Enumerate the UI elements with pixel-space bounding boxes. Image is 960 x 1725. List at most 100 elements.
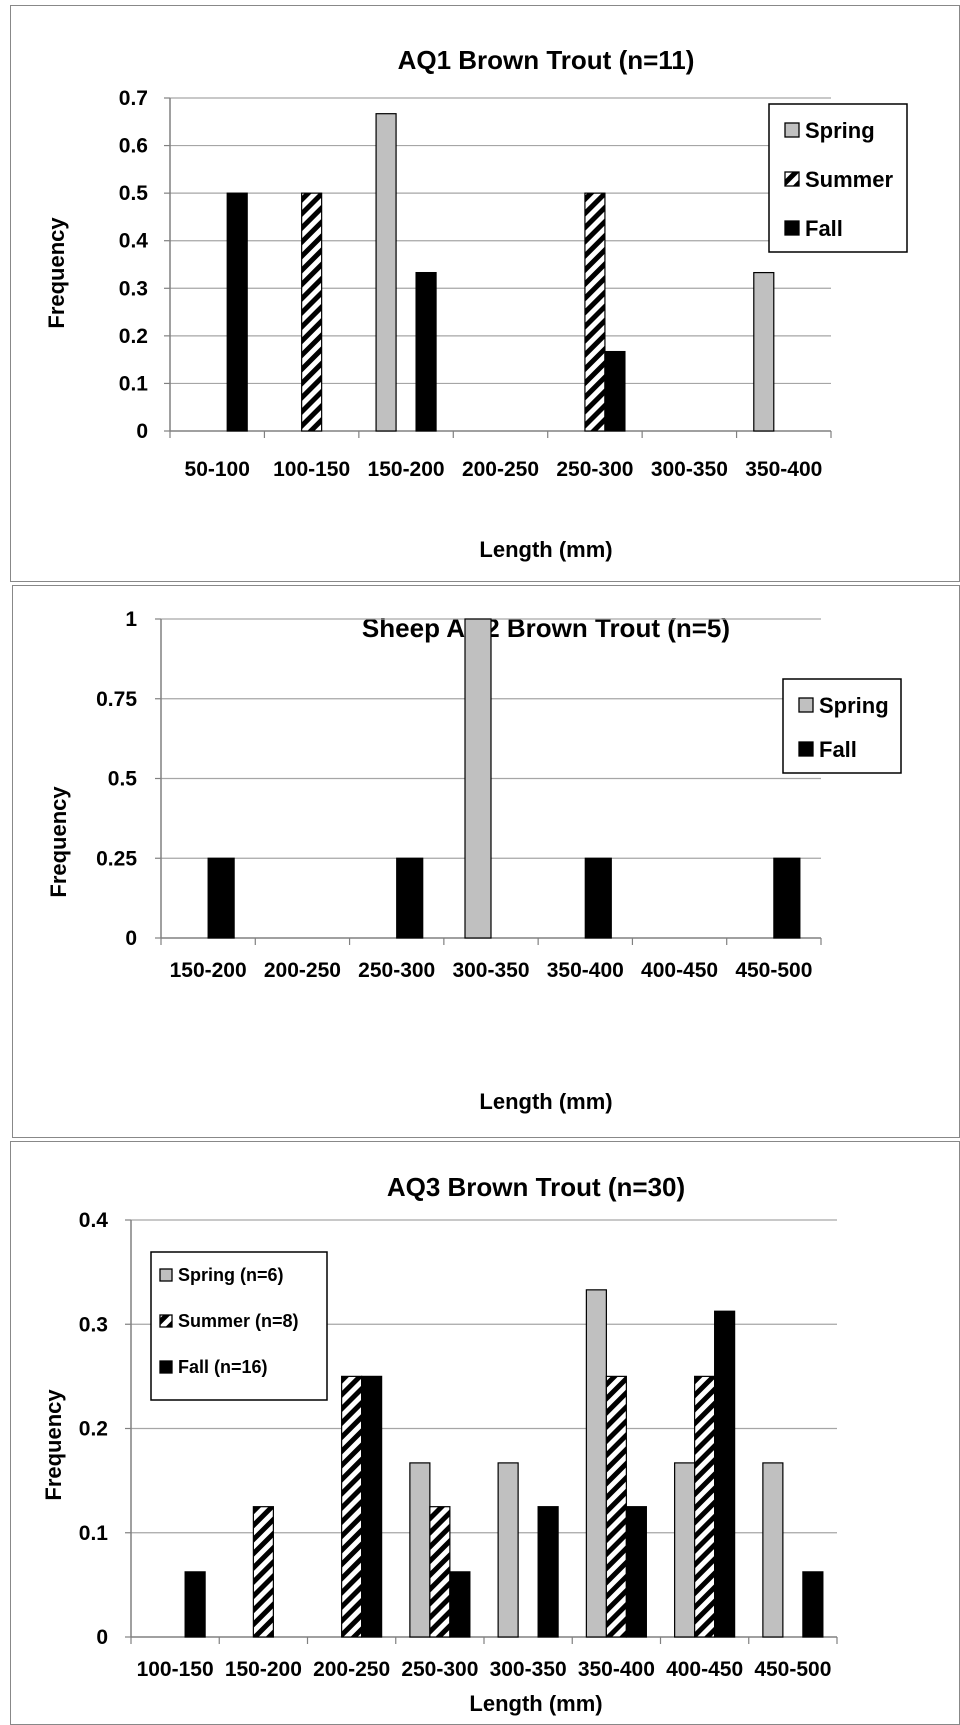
legend-label-spring: Spring xyxy=(819,693,889,718)
y-tick-label: 0.6 xyxy=(119,135,148,158)
legend-swatch-fall xyxy=(159,1360,173,1374)
x-axis-label: Length (mm) xyxy=(479,537,612,562)
x-tick-label: 300-350 xyxy=(651,458,728,481)
x-axis-label: Length (mm) xyxy=(469,1691,602,1716)
legend-label-spring: Spring xyxy=(805,118,875,143)
bar-summer-100-150 xyxy=(301,192,323,432)
bar-fall-150-200 xyxy=(207,857,235,939)
y-tick-label: 0.5 xyxy=(108,768,138,791)
chart-panel-aq1: AQ1 Brown Trout (n=11) Length (mm) Frequ… xyxy=(10,5,960,582)
x-tick-label: 450-500 xyxy=(735,959,812,982)
chart-aq3: AQ3 Brown Trout (n=30) Length (mm) Frequ… xyxy=(41,1172,838,1716)
x-tick-label: 300-350 xyxy=(490,1658,567,1681)
legend-swatch-spring xyxy=(159,1268,173,1282)
x-tick-label: 300-350 xyxy=(452,959,529,982)
bar-summer-150-200 xyxy=(252,1506,274,1638)
chart-panel-aq3: AQ3 Brown Trout (n=30) Length (mm) Frequ… xyxy=(10,1141,960,1725)
legend-swatch-fall xyxy=(798,741,814,757)
bar-fall-100-150 xyxy=(184,1571,206,1638)
x-tick-label: 400-450 xyxy=(666,1658,743,1681)
legend-label-spring: Spring (n=6) xyxy=(178,1265,284,1285)
x-tick-label: 150-200 xyxy=(225,1658,302,1681)
bar-spring-400-450 xyxy=(674,1462,696,1638)
bar-fall-150-200 xyxy=(415,271,437,432)
legend-swatch-spring xyxy=(798,697,814,713)
legend-box xyxy=(782,678,902,774)
bar-spring-300-350 xyxy=(464,618,492,939)
bar-spring-350-400 xyxy=(753,271,775,432)
y-axis-label: Frequency xyxy=(44,217,69,329)
x-tick-label: 450-500 xyxy=(754,1658,831,1681)
chart-title: AQ1 Brown Trout (n=11) xyxy=(398,45,695,75)
y-tick-label: 0 xyxy=(136,420,148,443)
x-tick-label: 350-400 xyxy=(547,959,624,982)
x-tick-label: 250-300 xyxy=(358,959,435,982)
y-tick-label: 0.3 xyxy=(79,1313,108,1336)
legend-label-fall: Fall (n=16) xyxy=(178,1357,268,1377)
bar-fall-400-450 xyxy=(714,1310,736,1638)
y-tick-label: 0.75 xyxy=(96,688,137,711)
y-tick-label: 0.4 xyxy=(79,1209,109,1232)
x-tick-label: 200-250 xyxy=(462,458,539,481)
x-tick-label: 200-250 xyxy=(264,959,341,982)
legend-label-fall: Fall xyxy=(805,216,843,241)
bar-summer-250-300 xyxy=(429,1506,451,1638)
x-tick-label: 350-400 xyxy=(578,1658,655,1681)
x-tick-label: 350-400 xyxy=(745,458,822,481)
legend-swatch-summer xyxy=(159,1314,173,1328)
x-axis-label: Length (mm) xyxy=(479,1089,612,1114)
bar-spring-300-350 xyxy=(497,1462,519,1638)
y-tick-label: 0.1 xyxy=(79,1522,109,1545)
legend-swatch-summer xyxy=(784,171,800,187)
y-tick-label: 0 xyxy=(96,1626,108,1649)
y-tick-label: 0.25 xyxy=(96,847,137,870)
legend-box xyxy=(150,1251,328,1401)
legend: Spring Summer Fall xyxy=(768,103,908,253)
bar-spring-250-300 xyxy=(409,1462,431,1638)
chart-aq2: Sheep AQ2 Brown Trout (n=5) Length (mm) … xyxy=(46,608,902,1114)
x-tick-label: 250-300 xyxy=(556,458,633,481)
chart-aq1: AQ1 Brown Trout (n=11) Length (mm) Frequ… xyxy=(44,45,908,562)
y-tick-label: 0.2 xyxy=(119,325,148,348)
chart-title: Sheep AQ2 Brown Trout (n=5) xyxy=(362,613,730,643)
y-tick-label: 0.5 xyxy=(119,182,149,205)
legend: Spring (n=6) Summer (n=8) Fall (n=16) xyxy=(150,1251,328,1401)
y-axis-label: Frequency xyxy=(46,786,71,898)
y-tick-label: 0.7 xyxy=(119,87,148,110)
legend-label-summer: Summer xyxy=(805,167,893,192)
legend-label-summer: Summer (n=8) xyxy=(178,1311,299,1331)
legend-swatch-spring xyxy=(784,122,800,138)
bar-summer-200-250 xyxy=(341,1375,363,1638)
y-axis-label: Frequency xyxy=(41,1389,66,1501)
y-tick-label: 0.3 xyxy=(119,277,148,300)
bar-summer-400-450 xyxy=(694,1375,716,1638)
bar-fall-250-300 xyxy=(449,1571,471,1638)
bar-fall-450-500 xyxy=(802,1571,824,1638)
bar-fall-350-400 xyxy=(625,1506,647,1638)
bar-fall-350-400 xyxy=(584,857,612,939)
x-tick-label: 150-200 xyxy=(368,458,445,481)
chart-panel-aq2: Sheep AQ2 Brown Trout (n=5) Length (mm) … xyxy=(12,585,960,1138)
y-tick-label: 0.4 xyxy=(119,230,149,253)
x-tick-label: 250-300 xyxy=(401,1658,478,1681)
y-tick-label: 0.1 xyxy=(119,372,149,395)
legend: Spring Fall xyxy=(782,678,902,774)
bar-spring-350-400 xyxy=(585,1289,607,1638)
x-tick-label: 100-150 xyxy=(273,458,350,481)
bar-fall-300-350 xyxy=(537,1506,559,1638)
bar-summer-350-400 xyxy=(605,1375,627,1638)
chart-title: AQ3 Brown Trout (n=30) xyxy=(387,1172,685,1202)
bar-fall-50-100 xyxy=(226,192,248,432)
x-tick-label: 200-250 xyxy=(313,1658,390,1681)
legend-label-fall: Fall xyxy=(819,737,857,762)
y-tick-label: 0 xyxy=(125,927,137,950)
bar-spring-150-200 xyxy=(375,113,397,432)
y-tick-label: 0.2 xyxy=(79,1418,108,1441)
bar-spring-450-500 xyxy=(762,1462,784,1638)
bar-fall-250-300 xyxy=(604,350,626,432)
legend-swatch-fall xyxy=(784,220,800,236)
x-tick-label: 150-200 xyxy=(170,959,247,982)
bar-fall-450-500 xyxy=(773,857,801,939)
bar-fall-250-300 xyxy=(396,857,424,939)
bar-summer-250-300 xyxy=(584,192,606,432)
